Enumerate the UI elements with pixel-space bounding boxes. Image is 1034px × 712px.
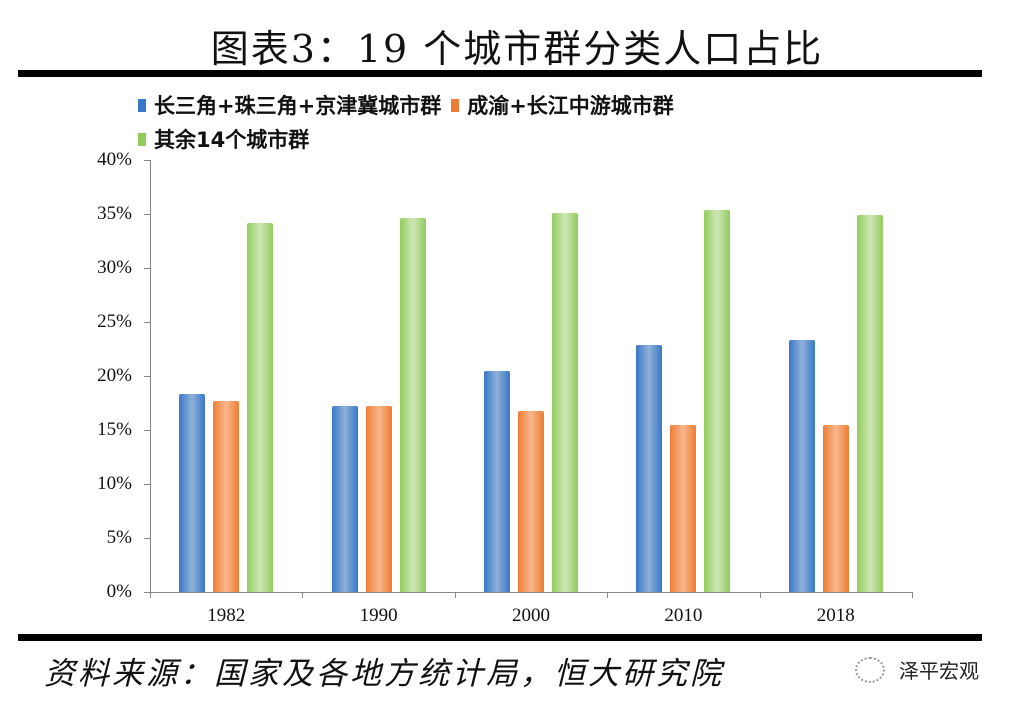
y-tick-label: 0% xyxy=(106,581,132,602)
bar-1990-series-0 xyxy=(331,406,358,592)
legend: 长三角+珠三角+京津冀城市群 成渝+长江中游城市群 其余14个城市群 xyxy=(138,88,684,156)
x-tick-label: 1990 xyxy=(359,605,398,626)
x-axis-line xyxy=(150,592,912,593)
legend-label: 长三角+珠三角+京津冀城市群 xyxy=(154,94,442,118)
bar-1990-series-1 xyxy=(365,406,392,592)
y-tick-mark xyxy=(144,214,150,215)
y-tick-label: 35% xyxy=(97,203,132,224)
bar-2010-series-1 xyxy=(670,424,697,592)
x-tick-label: 1982 xyxy=(207,605,246,626)
y-tick-label: 15% xyxy=(97,419,132,440)
y-tick-mark xyxy=(144,484,150,485)
bar-2018-series-1 xyxy=(822,424,849,592)
y-tick-mark xyxy=(144,538,150,539)
x-tick-label: 2000 xyxy=(511,605,550,626)
y-axis-line xyxy=(150,160,151,593)
y-tick-label: 40% xyxy=(97,149,132,170)
bar-1990-series-2 xyxy=(399,218,426,592)
top-divider xyxy=(18,70,982,77)
y-tick-label: 10% xyxy=(97,473,132,494)
plot-area xyxy=(150,160,912,592)
bar-2010-series-2 xyxy=(704,209,731,592)
bar-1982-series-0 xyxy=(179,394,206,592)
bottom-divider xyxy=(18,634,982,641)
x-tick-mark xyxy=(302,592,304,598)
y-tick-label: 5% xyxy=(106,527,132,548)
x-tick-mark xyxy=(912,592,913,598)
y-tick-mark xyxy=(144,430,150,431)
legend-swatch-green xyxy=(138,132,146,146)
bar-2018-series-2 xyxy=(856,215,883,592)
x-tick-label: 2010 xyxy=(664,605,703,626)
source-note: 资料来源：国家及各地方统计局，恒大研究院 xyxy=(44,656,724,692)
legend-swatch-blue xyxy=(138,98,146,112)
x-tick-label: 2018 xyxy=(816,605,855,626)
legend-label: 成渝+长江中游城市群 xyxy=(467,94,674,118)
legend-label: 其余14个城市群 xyxy=(154,128,310,152)
wechat-logo-icon xyxy=(855,656,885,683)
bar-2000-series-1 xyxy=(518,410,544,592)
legend-swatch-orange xyxy=(451,98,460,112)
y-tick-mark xyxy=(144,592,150,593)
y-tick-mark xyxy=(144,322,150,323)
bar-2000-series-2 xyxy=(552,212,578,592)
chart-title: 图表3：19 个城市群分类人口占比 xyxy=(210,27,824,71)
x-tick-mark xyxy=(454,592,456,598)
x-tick-mark xyxy=(759,592,761,598)
y-tick-label: 25% xyxy=(97,311,132,332)
legend-item-series-0: 长三角+珠三角+京津冀城市群 xyxy=(138,90,441,120)
bar-2018-series-0 xyxy=(788,340,815,592)
legend-item-series-2: 其余14个城市群 xyxy=(138,124,309,154)
y-tick-mark xyxy=(144,268,150,269)
y-tick-label: 20% xyxy=(97,365,132,386)
bar-1982-series-2 xyxy=(247,222,274,592)
legend-item-series-1: 成渝+长江中游城市群 xyxy=(451,90,674,120)
y-tick-label: 30% xyxy=(97,257,132,278)
y-tick-mark xyxy=(144,376,150,377)
watermark-text: 泽平宏观 xyxy=(899,659,979,683)
bar-2010-series-0 xyxy=(636,344,663,592)
bar-1982-series-1 xyxy=(213,400,240,592)
y-tick-mark xyxy=(144,160,150,161)
watermark: 泽平宏观 xyxy=(855,655,979,684)
x-tick-mark xyxy=(150,592,151,598)
bar-2000-series-0 xyxy=(484,370,510,592)
x-tick-mark xyxy=(607,592,609,598)
